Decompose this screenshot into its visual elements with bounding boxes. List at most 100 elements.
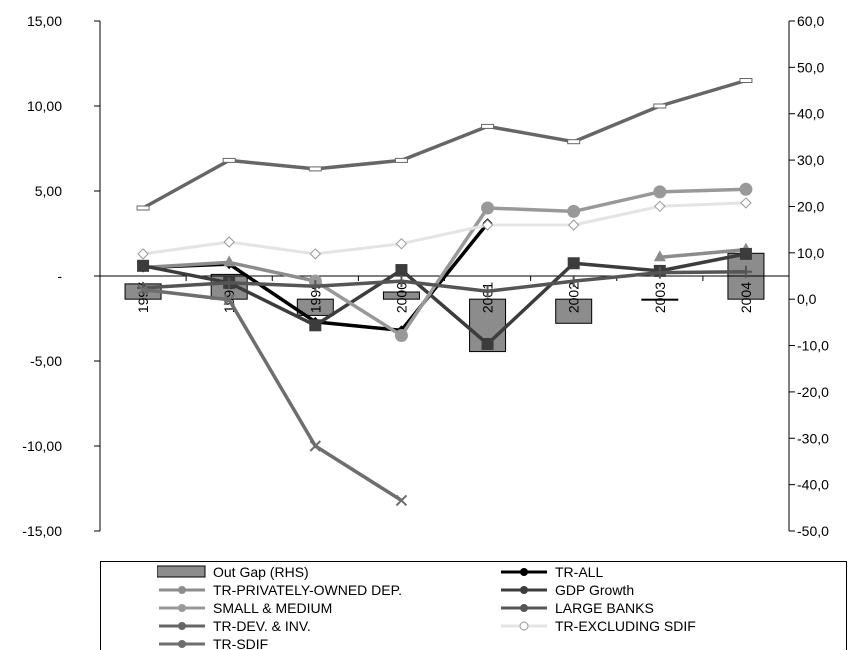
- legend-label: SMALL & MEDIUM: [213, 600, 333, 616]
- series-point-large-banks: [567, 275, 580, 288]
- left-tick-label: -10,00: [22, 438, 62, 454]
- legend-item-tr-all: TR-ALL: [499, 563, 603, 581]
- legend-swatch: [159, 586, 205, 594]
- series-point-tr-excluding-sdif: [740, 197, 752, 209]
- series-point-large-banks: [653, 266, 666, 279]
- series-point-tr-privately-owned-dep: [223, 255, 236, 267]
- legend-item-tr-excluding-sdif: TR-EXCLUDING SDIF: [499, 617, 696, 635]
- legend-swatch: [501, 586, 547, 594]
- legend-item-large-banks: LARGE BANKS: [499, 599, 654, 617]
- series-point-large-banks: [739, 265, 752, 278]
- x-tick-label: 2003: [652, 282, 668, 313]
- right-tick-label: 40,0: [797, 106, 824, 122]
- series-point-gdp-growth: [481, 338, 494, 350]
- legend-item-gdp-growth: GDP Growth: [499, 581, 634, 599]
- series-point-small-medium: [653, 185, 667, 199]
- series-point-small-medium: [481, 201, 495, 215]
- series-line-tr-excluding-sdif: [142, 201, 746, 256]
- right-tick-label: 20,0: [797, 198, 824, 214]
- x-tick-label: 2002: [566, 282, 582, 313]
- series-point-small-medium: [394, 329, 408, 342]
- right-tick-label: 10,0: [797, 245, 824, 261]
- left-tick-label: 10,00: [27, 98, 62, 114]
- series-line-tr-sdif: [142, 287, 403, 502]
- legend-label: Out Gap (RHS): [213, 564, 309, 580]
- legend-label: LARGE BANKS: [555, 600, 654, 616]
- legend-swatch: [159, 604, 205, 612]
- right-tick-label: 60,0: [797, 13, 824, 29]
- legend-label: TR-EXCLUDING SDIF: [555, 618, 696, 634]
- series-point-tr-dev-inv: [739, 78, 753, 83]
- series-line-large-banks: [142, 270, 746, 294]
- series-point-gdp-growth: [309, 319, 322, 332]
- left-tick-label: 15,00: [27, 13, 62, 29]
- series-point-tr-excluding-sdif: [395, 237, 408, 250]
- left-tick-label: -: [57, 268, 62, 284]
- series-point-large-banks: [223, 276, 236, 289]
- series-point-tr-excluding-sdif: [137, 248, 149, 260]
- bar: [296, 298, 334, 316]
- legend-label: TR-ALL: [555, 564, 604, 580]
- legend-swatch: [501, 568, 547, 576]
- series-point-tr-sdif: [395, 494, 408, 507]
- legend-label: TR-DEV. & INV.: [213, 618, 311, 634]
- series-point-tr-excluding-sdif: [481, 219, 494, 231]
- right-tick-label: -30,0: [797, 430, 829, 446]
- left-tick-label: -5,00: [30, 353, 62, 369]
- legend-item-tr-sdif: TR-SDIF: [157, 635, 268, 650]
- legend-label: GDP Growth: [555, 582, 635, 598]
- right-tick-label: -20,0: [797, 384, 829, 400]
- series-point-tr-dev-inv: [653, 103, 667, 109]
- series-point-gdp-growth: [137, 259, 150, 272]
- bar: [382, 291, 420, 300]
- legend-swatch: [501, 621, 547, 631]
- right-tick-label: -10,0: [797, 338, 829, 354]
- legend-label: TR-SDIF: [213, 636, 269, 650]
- bar: [555, 298, 593, 324]
- series-point-large-banks: [481, 285, 494, 298]
- x-tick-label: 1999: [307, 282, 323, 313]
- series-line-small-medium: [314, 187, 746, 338]
- series-point-small-medium: [567, 204, 581, 218]
- left-tick-label: -15,00: [22, 523, 62, 539]
- right-tick-label: -50,0: [797, 523, 829, 539]
- series-point-tr-excluding-sdif: [223, 236, 235, 248]
- series-point-tr-excluding-sdif: [309, 248, 322, 260]
- series-line-tr-privately-owned-dep: [659, 247, 747, 260]
- legend-item-out-gap-rhs: Out Gap (RHS): [157, 563, 309, 581]
- series-point-large-banks: [137, 281, 150, 294]
- x-tick-label: 2000: [393, 282, 409, 313]
- legend-item-tr-privately-owned-dep: TR-PRIVATELY-OWNED DEP.: [157, 581, 402, 599]
- right-tick-label: 50,0: [797, 59, 824, 75]
- series-point-tr-privately-owned-dep: [653, 250, 666, 262]
- series-point-gdp-growth: [395, 264, 408, 277]
- legend-swatch: [157, 565, 206, 578]
- right-tick-label: 30,0: [797, 152, 824, 168]
- series-point-tr-dev-inv: [394, 157, 408, 163]
- series-line-gdp-growth: [142, 252, 747, 346]
- series-point-tr-excluding-sdif: [654, 200, 666, 213]
- legend-item-small-medium: SMALL & MEDIUM: [157, 599, 332, 617]
- series-point-gdp-growth: [567, 257, 580, 270]
- legend-label: TR-PRIVATELY-OWNED DEP.: [213, 582, 403, 598]
- series-point-tr-sdif: [137, 283, 149, 296]
- legend-swatch: [501, 604, 547, 612]
- legend-swatch: [159, 622, 205, 630]
- series-point-large-banks: [395, 275, 408, 288]
- left-tick-label: 5,00: [35, 183, 62, 199]
- right-tick-label: 0,0: [797, 291, 817, 307]
- right-tick-label: -40,0: [797, 477, 829, 493]
- legend-item-tr-dev-inv: TR-DEV. & INV.: [157, 617, 311, 635]
- series-point-tr-sdif: [309, 440, 322, 452]
- bar: [641, 298, 679, 301]
- series-point-tr-dev-inv: [481, 123, 495, 129]
- series-point-tr-excluding-sdif: [567, 219, 580, 231]
- x-tick-label: 2004: [738, 282, 754, 313]
- series-point-large-banks: [309, 280, 322, 293]
- series-point-tr-dev-inv: [136, 205, 150, 211]
- legend-swatch: [159, 640, 205, 648]
- series-point-tr-dev-inv: [567, 139, 581, 145]
- chart: 15,00 10,00 5,00 - -5,00 -10,00 -15,00 60,0 50,0…: [22, 13, 829, 539]
- series-point-tr-dev-inv: [222, 157, 236, 163]
- series-point-small-medium: [739, 182, 753, 196]
